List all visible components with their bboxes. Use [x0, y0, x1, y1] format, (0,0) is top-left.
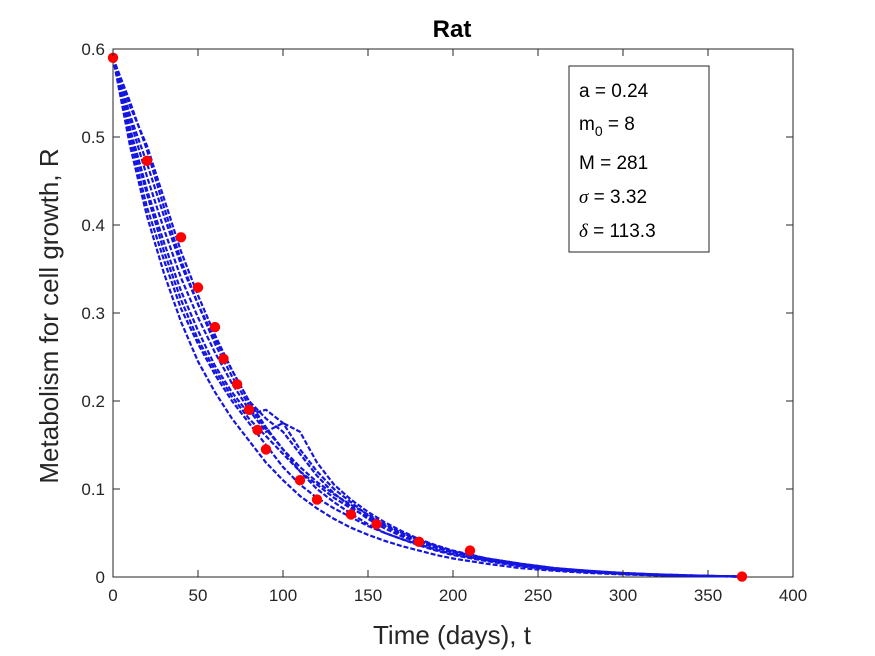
- x-axis-title: Time (days), t: [373, 620, 532, 650]
- param-delta: δ = 113.3: [579, 221, 656, 242]
- x-tick-label: 400: [779, 586, 807, 605]
- y-axis-title: Metabolism for cell growth, R: [34, 148, 64, 483]
- y-axis: 0 0.1 0.2 0.3 0.4 0.5 0.6: [81, 40, 793, 587]
- observed-point: [175, 232, 187, 243]
- observed-point: [294, 475, 306, 486]
- y-tick-label: 0.6: [81, 40, 105, 59]
- y-tick-label: 0.2: [81, 392, 105, 411]
- observed-point: [231, 379, 243, 390]
- observed-points: [107, 52, 748, 582]
- param-m0-subscript: 0: [595, 123, 603, 139]
- observed-point: [243, 404, 255, 415]
- param-m0-base: m: [579, 114, 595, 135]
- observed-point: [209, 321, 221, 333]
- observed-point: [107, 52, 119, 63]
- observed-point: [345, 509, 357, 520]
- observed-point: [371, 519, 382, 530]
- x-tick-label: 200: [439, 586, 467, 605]
- param-M: M = 281: [579, 153, 648, 174]
- x-tick-label: 0: [108, 586, 117, 605]
- param-sigma: σ = 3.32: [579, 187, 647, 208]
- x-tick-label: 100: [269, 586, 297, 605]
- observed-point: [413, 536, 425, 547]
- x-tick-label: 300: [609, 586, 637, 605]
- simulation-line-8: [111, 57, 743, 578]
- x-axis: 0 50 100 150 200 250 300 350 400: [108, 49, 807, 605]
- observed-point: [464, 545, 476, 556]
- x-tick-label: 50: [189, 586, 208, 605]
- observed-point: [218, 353, 229, 364]
- param-m0: m0 = 8: [579, 114, 635, 139]
- observed-point: [252, 424, 263, 436]
- observed-point: [311, 494, 323, 505]
- legend-box-frame: [568, 65, 710, 253]
- delta-value: = 113.3: [588, 221, 656, 242]
- param-m0-value: = 8: [603, 114, 635, 135]
- observed-point: [141, 155, 153, 166]
- parameter-legend-box: a = 0.24 m0 = 8 M = 281 σ = 3.32 δ = 113…: [568, 65, 710, 253]
- x-tick-label: 150: [354, 586, 382, 605]
- observed-point: [192, 282, 204, 293]
- observed-point: [260, 444, 272, 455]
- y-tick-label: 0.1: [81, 480, 105, 499]
- observed-point: [736, 571, 748, 582]
- simulation-line-5: [111, 57, 743, 578]
- y-tick-label: 0.4: [81, 216, 105, 235]
- y-tick-label: 0.3: [81, 304, 105, 323]
- chart-title: Rat: [433, 16, 472, 43]
- sigma-symbol: σ: [579, 187, 589, 208]
- y-tick-label: 0: [96, 568, 105, 587]
- sigma-value: = 3.32: [588, 187, 647, 208]
- x-tick-label: 350: [694, 586, 722, 605]
- y-tick-label: 0.5: [81, 128, 105, 147]
- delta-symbol: δ: [579, 221, 589, 242]
- x-tick-label: 250: [524, 586, 552, 605]
- param-a: a = 0.24: [579, 81, 649, 102]
